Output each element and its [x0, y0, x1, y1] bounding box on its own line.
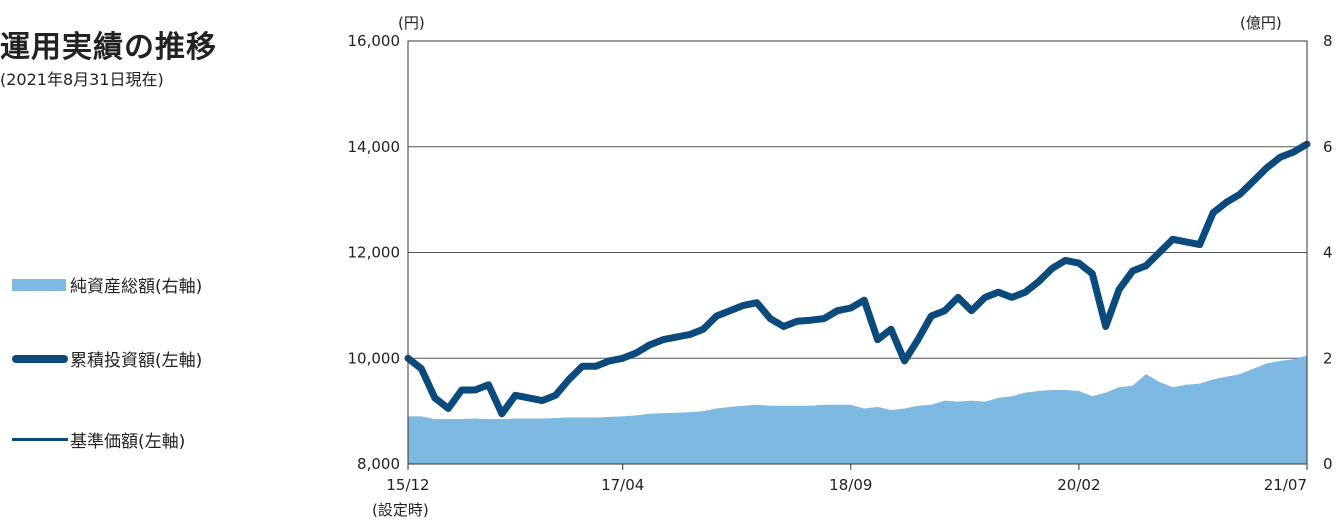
- right-tick-label: 2: [1323, 349, 1333, 367]
- legend-cumulative-label: 累積投資額(左軸): [70, 351, 203, 371]
- legend-nav-label: 基準価額(左軸): [70, 432, 186, 452]
- x-tick-label: 20/02: [1057, 476, 1100, 494]
- legend-area-swatch-icon: [12, 278, 66, 291]
- left-axis-ticks: 8,000 10,000 12,000 14,000 16,000: [348, 32, 401, 473]
- legend-nav: 基準価額(左軸): [12, 427, 185, 452]
- chart-subtitle: (2021年8月31日現在): [0, 70, 164, 89]
- left-tick-label: 12,000: [348, 244, 401, 262]
- legend-cumulative: 累積投資額(左軸): [12, 346, 202, 371]
- right-tick-label: 6: [1323, 138, 1333, 156]
- chart-title: 運用実績の推移: [0, 30, 217, 65]
- x-tick-label: 15/12: [386, 476, 429, 494]
- grid-lines: [408, 146, 1307, 359]
- plot-frame: [407, 40, 1308, 465]
- right-tick-label: 8: [1323, 32, 1333, 50]
- legend-thick-line-icon: [12, 354, 68, 363]
- x-tick-label: 21/07: [1264, 476, 1307, 494]
- net-assets-area: [408, 355, 1307, 464]
- right-tick-label: 0: [1323, 455, 1333, 473]
- x-axis-ticks: 15/12 17/04 18/09 20/02 21/07: [386, 464, 1308, 494]
- cumulative-investment-line: [404, 140, 1311, 418]
- left-tick-label: 10,000: [348, 349, 401, 367]
- left-axis-unit: (円): [398, 14, 425, 32]
- x-tick-label: 17/04: [601, 476, 644, 494]
- right-axis-unit: (億円): [1240, 14, 1282, 32]
- left-tick-label: 14,000: [348, 138, 401, 156]
- right-axis-ticks: 0 2 4 6 8: [1323, 32, 1333, 473]
- right-tick-label: 4: [1323, 244, 1333, 262]
- left-tick-label: 16,000: [348, 32, 401, 50]
- legend-net-assets: 純資産総額(右軸): [12, 272, 202, 297]
- x-tick-label: 18/09: [829, 476, 872, 494]
- legend-net-assets-label: 純資産総額(右軸): [70, 277, 203, 297]
- x-axis-note: (設定時): [372, 501, 429, 519]
- left-tick-label: 8,000: [357, 455, 400, 473]
- legend-thin-line-icon: [12, 438, 68, 441]
